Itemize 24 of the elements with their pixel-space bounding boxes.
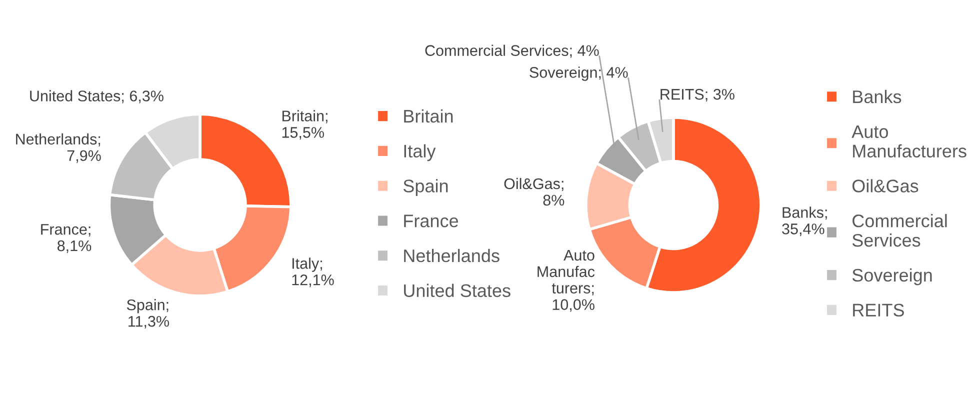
legend-label: Commercial Services [852,214,947,247]
legend-label: REITS [853,304,904,317]
data-label: REITS; 3% [660,88,734,102]
data-label: United States; 6,3% [30,90,164,104]
data-label: Italy; 12,1% [292,258,334,288]
data-label: Spain; 11,3% [126,299,170,329]
data-label: Sovereign; 4% [530,66,628,81]
legend-label: Oil&Gas [852,179,918,192]
legend-label: Italy [404,144,436,162]
legend-label: Spain [403,179,448,196]
data-label: Netherlands; 7,9% [16,133,101,163]
legend-label: United States [404,284,510,298]
data-label: Auto Manufac turers; 10,0% [538,250,595,312]
legend-label: Britain [404,109,453,123]
legend-label: Banks [853,90,902,104]
data-label: France; 8,1% [41,224,92,254]
data-label: Banks; 35,4% [782,206,827,236]
data-label: Britain; 15,5% [282,110,328,140]
legend-label: France [404,214,458,228]
data-label: Commercial Services; 4% [425,44,599,58]
legend-label: Netherlands [404,248,500,262]
legend-label: Auto Manufacturers [852,125,966,158]
legend-label: Sovereign [852,268,932,286]
data-label: Oil&Gas; 8% [504,178,564,206]
